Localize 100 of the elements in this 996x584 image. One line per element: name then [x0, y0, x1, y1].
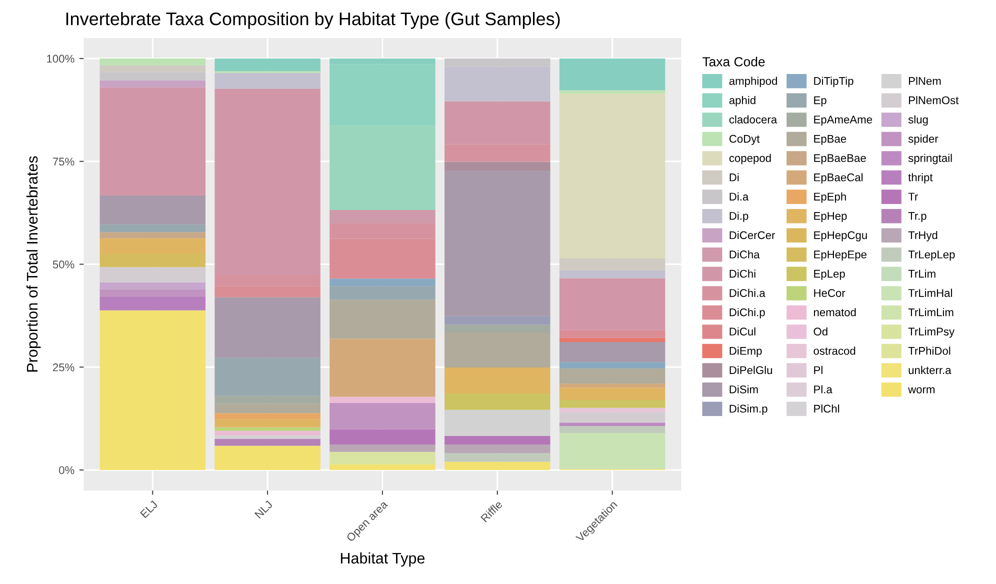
bar — [214, 297, 320, 358]
bar — [330, 278, 436, 286]
legend-label: DiTipTip — [814, 76, 854, 88]
bar — [214, 446, 320, 470]
legend-label: Od — [814, 327, 828, 336]
bar — [214, 58, 320, 72]
bar — [444, 436, 550, 444]
bar — [214, 435, 320, 439]
bar — [100, 232, 206, 238]
legend-label: Di.p — [730, 212, 748, 222]
legend-label: PlNem — [908, 76, 941, 85]
bar — [100, 282, 206, 290]
legend-label: copepod — [729, 154, 771, 164]
legend-label: DiCerCer — [730, 230, 775, 240]
legend-label: Di — [730, 173, 739, 182]
bar — [214, 438, 320, 446]
bar — [559, 408, 666, 412]
bar — [444, 410, 550, 436]
bar — [559, 384, 666, 388]
bar — [559, 94, 666, 258]
bar — [214, 413, 320, 420]
bar — [330, 286, 436, 300]
bar — [444, 453, 550, 462]
legend-label: cladocera — [729, 115, 778, 124]
bar — [559, 338, 666, 342]
chart-title: Invertebrate Taxa Composition by Habitat Type (Gut Samples) — [66, 12, 560, 29]
legend-label: DiEmp — [730, 346, 762, 357]
x-tick-label: ELJ — [140, 500, 158, 518]
legend-label: DiChi — [730, 270, 756, 278]
legend-label: CoDyt — [729, 134, 760, 145]
bar — [214, 430, 320, 436]
legend-label: TrPhiDol — [908, 346, 950, 355]
legend-label: Ep — [814, 96, 826, 106]
bar — [559, 422, 666, 426]
legend-label: Tr — [908, 192, 918, 200]
bar — [444, 368, 550, 394]
bar — [214, 72, 320, 89]
legend-label: EpBaeCal — [814, 173, 863, 184]
legend-label: EpHep — [814, 212, 847, 222]
legend-label: HeCor — [814, 289, 846, 297]
legend-label: TrLimLim — [908, 308, 954, 316]
bar — [559, 258, 666, 270]
legend-label: DiSim.p — [730, 404, 768, 415]
legend-label: EpLep — [814, 270, 845, 280]
y-tick-label: 50% — [52, 260, 74, 268]
bar — [330, 429, 436, 444]
legend-label: nematod — [814, 308, 856, 316]
bar — [214, 419, 320, 428]
legend-label: Di.a — [730, 192, 749, 201]
legend-label: ostracod — [814, 346, 856, 355]
bar — [559, 90, 666, 94]
bar — [330, 452, 436, 464]
bar — [330, 396, 436, 403]
bar — [559, 412, 666, 423]
bar — [444, 170, 550, 316]
legend-title: Taxa Code — [702, 56, 765, 66]
legend-label: TrLimHal — [908, 288, 952, 297]
bar — [330, 300, 436, 339]
bar — [330, 444, 436, 452]
legend-label: EpBaeBae — [814, 154, 866, 164]
bar — [559, 368, 666, 384]
legend-label: Pl.a — [814, 385, 832, 394]
bar — [444, 316, 550, 325]
bar — [444, 462, 550, 470]
legend-label: DiCha — [730, 250, 760, 258]
legend-label: thript — [908, 173, 933, 184]
bar — [559, 400, 666, 408]
legend-label: DiCul — [730, 327, 756, 336]
legend-label: Tr.p — [908, 212, 926, 222]
bar — [559, 58, 666, 90]
bar — [559, 388, 666, 400]
bar — [100, 80, 206, 88]
bar — [100, 289, 206, 296]
bar — [100, 267, 206, 282]
legend-label: worm — [908, 387, 934, 394]
legend-label: EpHepCgu — [814, 231, 867, 242]
bar — [330, 338, 436, 397]
bar — [100, 224, 206, 232]
y-tick-label: 0% — [59, 466, 74, 474]
bar — [100, 196, 206, 224]
bar — [559, 342, 666, 362]
bar — [444, 393, 550, 410]
y-tick-label: 25% — [52, 363, 74, 372]
legend-label: DiChi.a — [730, 288, 766, 297]
legend-label: EpHepEpe — [814, 250, 866, 261]
bar — [214, 427, 320, 431]
bar — [559, 432, 666, 470]
bar — [100, 87, 206, 196]
bar — [444, 162, 550, 170]
bar — [559, 278, 666, 330]
bar — [559, 270, 666, 278]
bar — [100, 310, 206, 470]
bar — [559, 426, 666, 433]
x-tick-label: NLJ — [254, 500, 273, 519]
legend-label: springtail — [908, 154, 952, 164]
legend-label: amphipod — [729, 76, 777, 88]
legend-label: DiChi.p — [730, 308, 765, 318]
legend-label: aphid — [729, 96, 756, 106]
y-axis-title: Proportion of Total Invertebrates — [26, 156, 41, 372]
legend-label: TrLim — [908, 270, 936, 278]
